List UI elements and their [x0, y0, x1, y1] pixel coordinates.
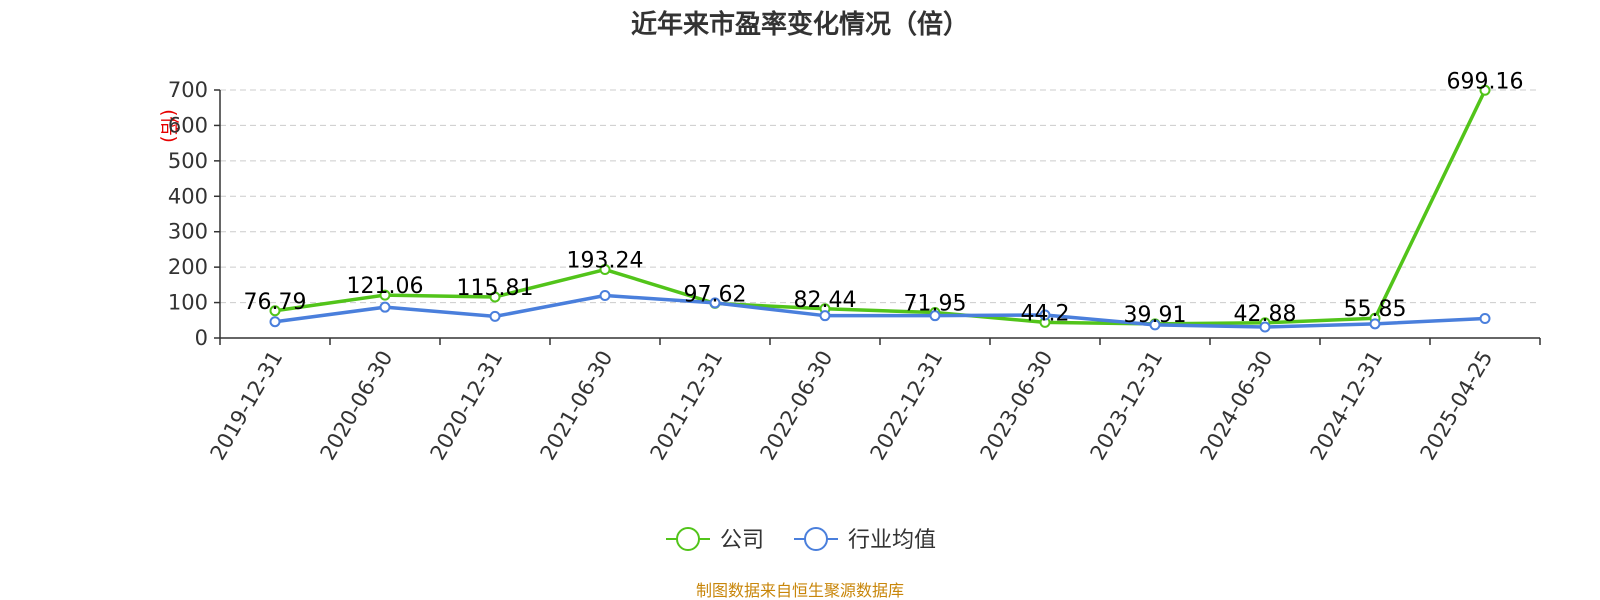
- data-point: [599, 289, 611, 301]
- data-label: 699.16: [1447, 69, 1524, 94]
- x-tick-label: 2024-06-30: [1196, 347, 1278, 465]
- data-label: 42.88: [1234, 302, 1297, 327]
- data-label: 55.85: [1344, 297, 1407, 322]
- data-label: 82.44: [794, 288, 857, 313]
- x-tick-label: 2020-06-30: [316, 347, 398, 465]
- data-point: [489, 310, 501, 322]
- data-label: 115.81: [457, 276, 534, 301]
- data-point: [269, 316, 281, 328]
- data-point: [1039, 309, 1051, 321]
- data-point: [599, 264, 611, 276]
- data-label: 39.91: [1124, 303, 1187, 328]
- x-tick-label: 2022-12-31: [866, 347, 948, 465]
- y-tick-label: 600: [168, 113, 208, 137]
- x-tick-label: 2021-06-30: [536, 347, 618, 465]
- y-tick-label: 0: [195, 326, 208, 350]
- data-source-note: 制图数据来自恒生聚源数据库: [696, 581, 904, 600]
- x-tick-label: 2022-06-30: [756, 347, 838, 465]
- y-tick-label: 100: [168, 291, 208, 315]
- x-tick-label: 2025-04-25: [1416, 347, 1498, 465]
- data-point: [1259, 321, 1271, 333]
- data-point: [379, 289, 391, 301]
- data-point: [1479, 313, 1491, 325]
- y-tick-labels: 0 100 200 300 400 500 600 700: [168, 78, 208, 350]
- grid-lines: [220, 89, 1540, 304]
- data-label: 193.24: [567, 249, 644, 274]
- x-tick-label: 2023-12-31: [1086, 347, 1168, 465]
- data-label: 121.06: [347, 274, 424, 299]
- data-point: [1369, 318, 1381, 330]
- series-line: [274, 89, 1487, 326]
- y-axis-unit: (倍): [158, 109, 180, 143]
- legend-label: 行业均值: [848, 528, 936, 553]
- data-point: [1479, 84, 1491, 96]
- y-tick-label: 500: [168, 149, 208, 173]
- data-point: [489, 291, 501, 303]
- data-point: [379, 301, 391, 313]
- x-tick-labels: 2019-12-31 2020-06-30 2020-12-31 2021-06-30…: [206, 347, 1498, 465]
- data-label: 71.95: [904, 292, 967, 317]
- y-tick-label: 200: [168, 255, 208, 279]
- x-tick-label: 2024-12-31: [1306, 347, 1388, 465]
- series-line: [274, 293, 1486, 329]
- data-label: 44.2: [1021, 301, 1070, 326]
- data-point: [1149, 319, 1161, 331]
- x-tick-label: 2020-12-31: [426, 347, 508, 465]
- x-tick-label: 2023-06-30: [976, 347, 1058, 465]
- chart-title: 近年来市盈率变化情况（倍）: [631, 9, 969, 40]
- legend-marker: [804, 527, 828, 551]
- data-labels: 76.79 121.06 115.81 193.24 97.62 82.44 71.95 44…: [244, 69, 1524, 328]
- y-tick-label: 400: [168, 184, 208, 208]
- y-tick-label: 300: [168, 220, 208, 244]
- x-tick-label: 2019-12-31: [206, 347, 288, 465]
- data-point: [709, 297, 721, 309]
- data-label: 76.79: [244, 290, 307, 315]
- series-lines: [269, 84, 1491, 333]
- y-tick-label: 700: [168, 78, 208, 102]
- x-tick-label: 2021-12-31: [646, 347, 728, 465]
- legend-marker: [676, 527, 700, 551]
- data-point: [269, 305, 281, 317]
- legend[interactable]: 公司 行业均值: [666, 527, 936, 553]
- axes: [214, 89, 1541, 345]
- data-point: [819, 310, 831, 322]
- data-point: [929, 310, 941, 322]
- legend-label: 公司: [720, 528, 764, 553]
- data-label: 97.62: [684, 282, 747, 307]
